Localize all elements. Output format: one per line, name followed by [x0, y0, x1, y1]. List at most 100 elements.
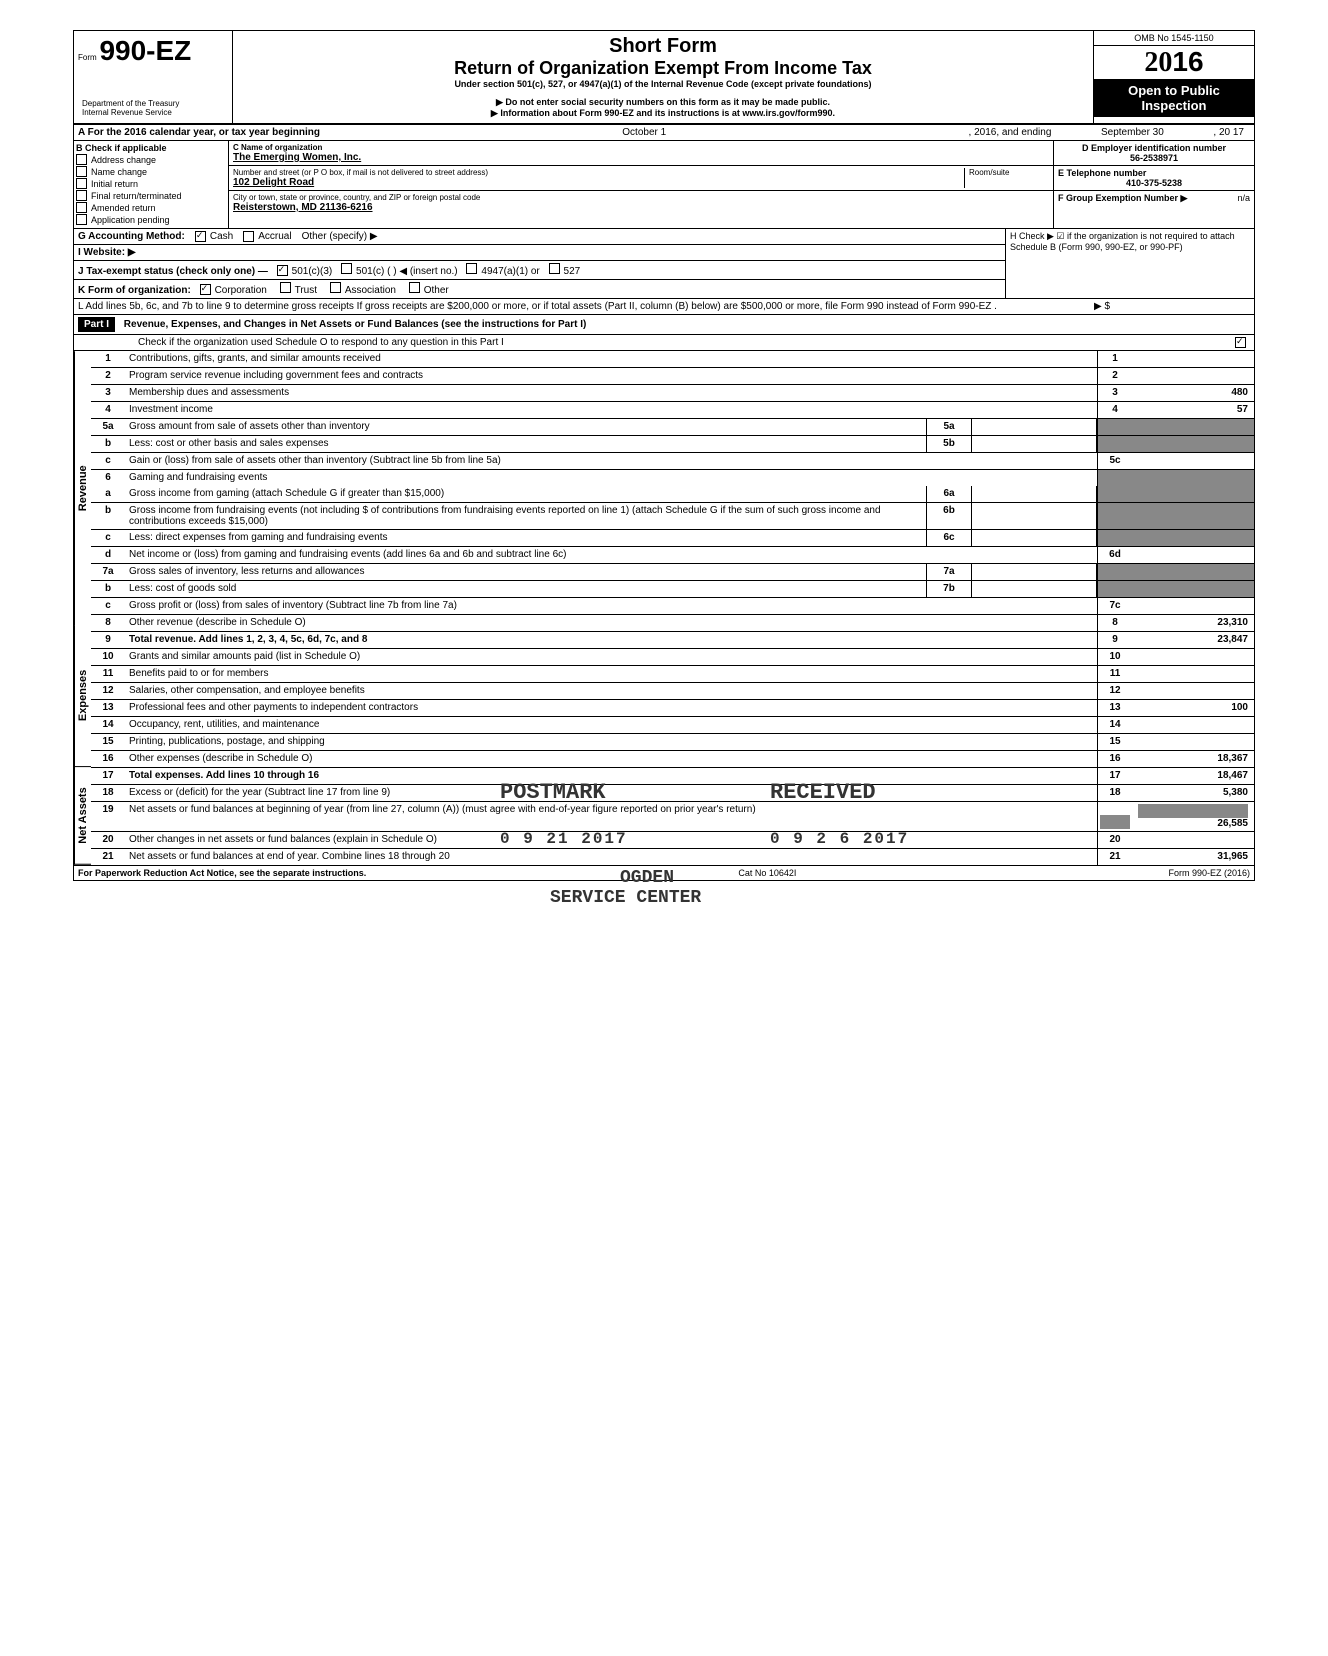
k-label: K Form of organization:	[78, 285, 191, 296]
right-box: OMB No 1545-1150 20201616 Open to Public…	[1093, 31, 1254, 123]
checkbox-527[interactable]	[549, 263, 560, 274]
lines-container: Revenue Expenses Net Assets 1Contributio…	[74, 351, 1254, 865]
org-name: The Emerging Women, Inc.	[233, 152, 1049, 163]
part1-header-row: Part I Revenue, Expenses, and Changes in…	[74, 315, 1254, 335]
footer-mid: Cat No 10642I	[738, 868, 796, 878]
j-527: 527	[564, 266, 581, 277]
d-value: 56-2538971	[1058, 153, 1250, 163]
checkbox-assoc[interactable]	[330, 282, 341, 293]
checkbox-schedule-o[interactable]	[1235, 337, 1246, 348]
a-mid: , 2016, and ending	[969, 127, 1052, 138]
col-c: C Name of organization The Emerging Wome…	[229, 141, 1053, 228]
dept: Department of the Treasury Internal Reve…	[78, 97, 228, 119]
row-k: K Form of organization: Corporation Trus…	[74, 280, 1005, 298]
line-5c: Gain or (loss) from sale of assets other…	[125, 453, 1097, 469]
checkbox-4947[interactable]	[466, 263, 477, 274]
val-8: 23,310	[1132, 615, 1254, 631]
l-text: L Add lines 5b, 6c, and 7b to line 9 to …	[78, 301, 1094, 312]
line-20: Other changes in net assets or fund bala…	[125, 832, 1097, 848]
val-9: 23,847	[1132, 632, 1254, 648]
title-return: Return of Organization Exempt From Incom…	[237, 58, 1089, 79]
checkbox-name[interactable]	[76, 166, 87, 177]
val-16: 18,367	[1132, 751, 1254, 767]
col-h: H Check ▶ ☑ if the organization is not r…	[1005, 229, 1254, 298]
line-17: Total expenses. Add lines 10 through 16	[125, 768, 1097, 784]
line-3: Membership dues and assessments	[125, 385, 1097, 401]
open-label: Open to Public	[1098, 83, 1250, 98]
checkbox-501c[interactable]	[341, 263, 352, 274]
line-4: Investment income	[125, 402, 1097, 418]
line-16: Other expenses (describe in Schedule O)	[125, 751, 1097, 767]
col-de: D Employer identification number 56-2538…	[1053, 141, 1254, 228]
stamp-service: SERVICE CENTER	[550, 888, 701, 908]
d-label: D Employer identification number	[1058, 143, 1250, 153]
checkbox-cash[interactable]	[195, 231, 206, 242]
val-14	[1132, 717, 1254, 733]
checkbox-initial[interactable]	[76, 178, 87, 189]
checkbox-corp[interactable]	[200, 284, 211, 295]
b-item-5: Application pending	[91, 215, 170, 225]
line-6d: Net income or (loss) from gaming and fun…	[125, 547, 1097, 563]
val-4: 57	[1132, 402, 1254, 418]
k-corp: Corporation	[215, 285, 267, 296]
form-990ez: Form 990-EZ Department of the Treasury I…	[73, 30, 1255, 881]
line-15: Printing, publications, postage, and shi…	[125, 734, 1097, 750]
c-label: C Name of organization	[233, 143, 1049, 152]
inspect-label: Inspection	[1098, 98, 1250, 113]
line-2: Program service revenue including govern…	[125, 368, 1097, 384]
year: 20201616	[1094, 46, 1254, 79]
e-label: E Telephone number	[1058, 168, 1250, 178]
g-cash: Cash	[210, 231, 233, 242]
val-7c	[1132, 598, 1254, 614]
section-bcdef: B Check if applicable Address change Nam…	[74, 141, 1254, 229]
val-6d	[1132, 547, 1254, 563]
line-6: Gaming and fundraising events	[125, 470, 1097, 486]
checkbox-amended[interactable]	[76, 202, 87, 213]
omb: OMB No 1545-1150	[1094, 31, 1254, 46]
open-public: Open to Public Inspection	[1094, 79, 1254, 117]
subtitle: Under section 501(c), 527, or 4947(a)(1)…	[237, 79, 1089, 89]
part1-title: Revenue, Expenses, and Changes in Net As…	[124, 319, 587, 330]
line-8: Other revenue (describe in Schedule O)	[125, 615, 1097, 631]
checkbox-address[interactable]	[76, 154, 87, 165]
checkbox-other[interactable]	[409, 282, 420, 293]
line-7a: Gross sales of inventory, less returns a…	[125, 564, 926, 580]
street: 102 Delight Road	[233, 177, 964, 188]
line-7b: Less: cost of goods sold	[125, 581, 926, 597]
warn2: ▶ Information about Form 990-EZ and its …	[237, 108, 1089, 119]
g-label: G Accounting Method:	[78, 231, 185, 242]
checkbox-501c3[interactable]	[277, 265, 288, 276]
line-10: Grants and similar amounts paid (list in…	[125, 649, 1097, 665]
b-item-3: Final return/terminated	[91, 191, 182, 201]
line-12: Salaries, other compensation, and employ…	[125, 683, 1097, 699]
b-item-0: Address change	[91, 155, 156, 165]
header: Form 990-EZ Department of the Treasury I…	[74, 31, 1254, 125]
street-label: Number and street (or P O box, if mail i…	[233, 168, 964, 177]
row-j: J Tax-exempt status (check only one) — 5…	[74, 261, 1005, 280]
val-17: 18,467	[1132, 768, 1254, 784]
checkbox-accrual[interactable]	[243, 231, 254, 242]
form-number: 990-EZ	[99, 35, 191, 66]
checkbox-final[interactable]	[76, 190, 87, 201]
b-label: B Check if applicable	[76, 143, 226, 153]
b-item-1: Name change	[91, 167, 147, 177]
title-box: Short Form Return of Organization Exempt…	[233, 31, 1093, 123]
warn1: ▶ Do not enter social security numbers o…	[237, 97, 1089, 108]
part1-check-text: Check if the organization used Schedule …	[78, 337, 1235, 348]
a-endyr: , 20 17	[1213, 127, 1244, 138]
footer-right: Form 990-EZ (2016)	[1168, 868, 1250, 878]
checkbox-trust[interactable]	[280, 282, 291, 293]
k-assoc: Association	[345, 285, 396, 296]
val-15	[1132, 734, 1254, 750]
line-18: Excess or (deficit) for the year (Subtra…	[125, 785, 1097, 801]
line-1: Contributions, gifts, grants, and simila…	[125, 351, 1097, 367]
a-label: A For the 2016 calendar year, or tax yea…	[78, 127, 320, 138]
side-labels: Revenue Expenses Net Assets	[74, 351, 91, 865]
part1-label: Part I	[78, 317, 115, 332]
form-number-box: Form 990-EZ Department of the Treasury I…	[74, 31, 233, 123]
e-value: 410-375-5238	[1058, 178, 1250, 188]
checkbox-pending[interactable]	[76, 214, 87, 225]
row-g: G Accounting Method: Cash Accrual Other …	[74, 229, 1005, 245]
b-item-2: Initial return	[91, 179, 138, 189]
line-14: Occupancy, rent, utilities, and maintena…	[125, 717, 1097, 733]
